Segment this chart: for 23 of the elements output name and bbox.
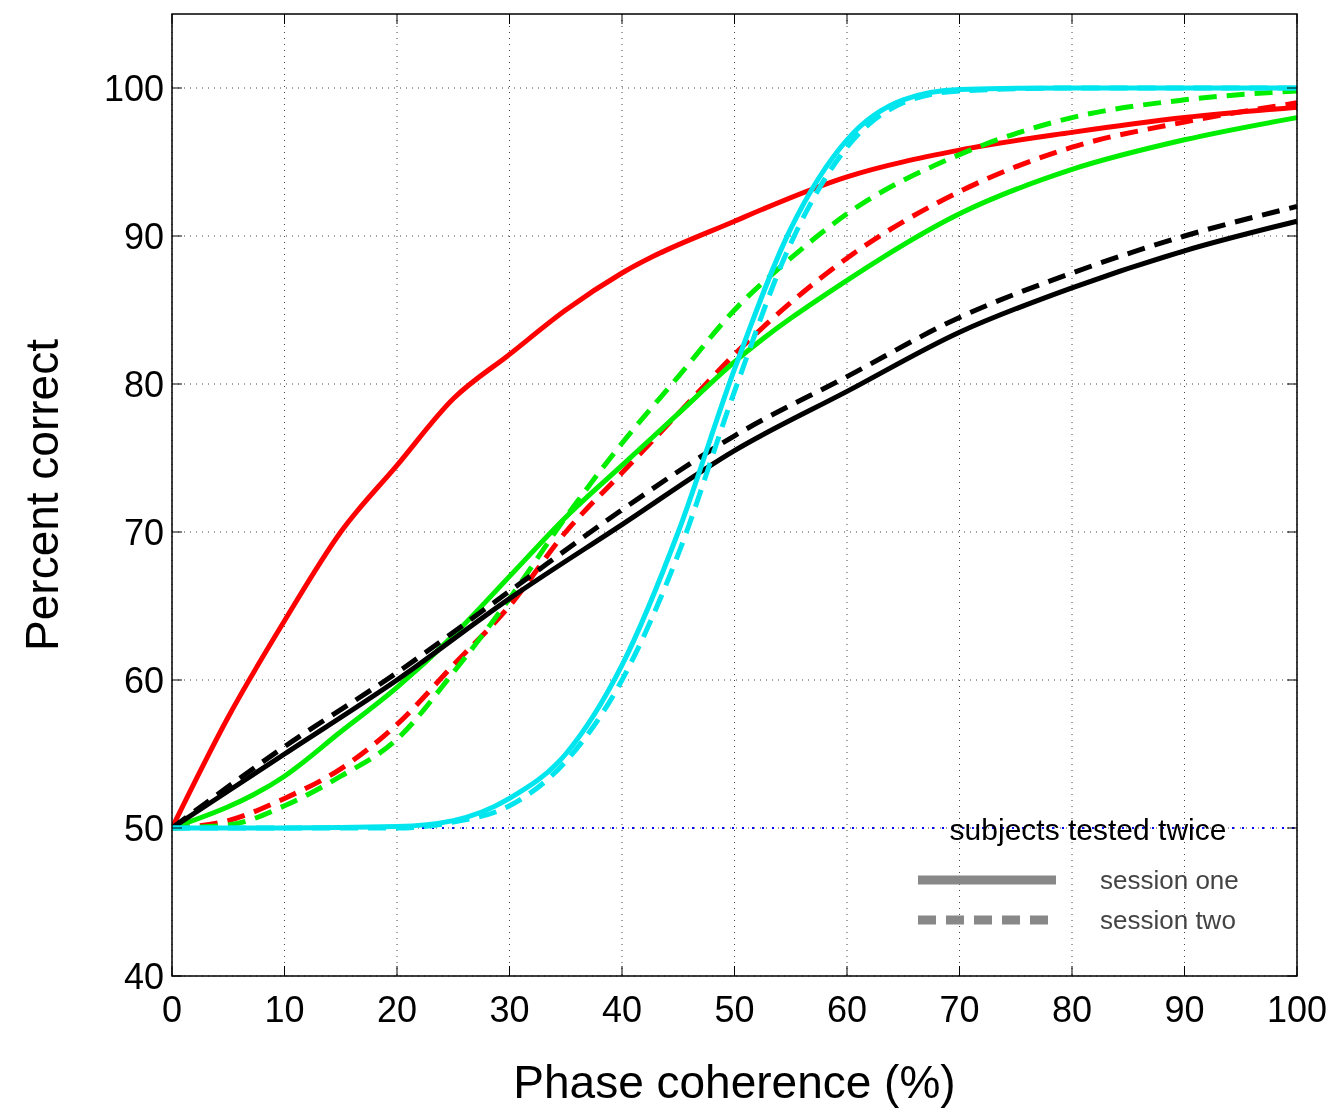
y-tick-label: 80: [123, 364, 164, 405]
x-tick-label: 80: [1051, 989, 1093, 1030]
legend-title: subjects tested twice: [949, 813, 1227, 846]
y-tick-label: 100: [103, 68, 164, 109]
x-tick-label: 40: [601, 989, 643, 1030]
y-tick-label: 90: [123, 216, 164, 257]
y-tick-label: 50: [123, 808, 164, 849]
x-tick-label: 10: [264, 989, 305, 1030]
y-tick-label: 70: [123, 512, 164, 553]
x-tick-label: 60: [826, 989, 868, 1030]
x-tick-label: 20: [376, 989, 418, 1030]
x-tick-label: 0: [161, 989, 183, 1030]
x-tick-label: 90: [1164, 989, 1205, 1030]
x-tick-label: 100: [1266, 989, 1328, 1030]
annotation: session two: [1100, 905, 1236, 935]
y-tick-label: 60: [123, 660, 164, 701]
x-tick-label: 70: [939, 989, 980, 1030]
y-tick-label: 40: [123, 956, 164, 997]
x-tick-label: 30: [489, 989, 530, 1030]
x-axis-title: Phase coherence (%): [513, 1056, 956, 1108]
y-axis-title: Percent correct: [16, 338, 68, 651]
annotation: session one: [1100, 865, 1239, 895]
x-tick-label: 50: [714, 989, 755, 1030]
